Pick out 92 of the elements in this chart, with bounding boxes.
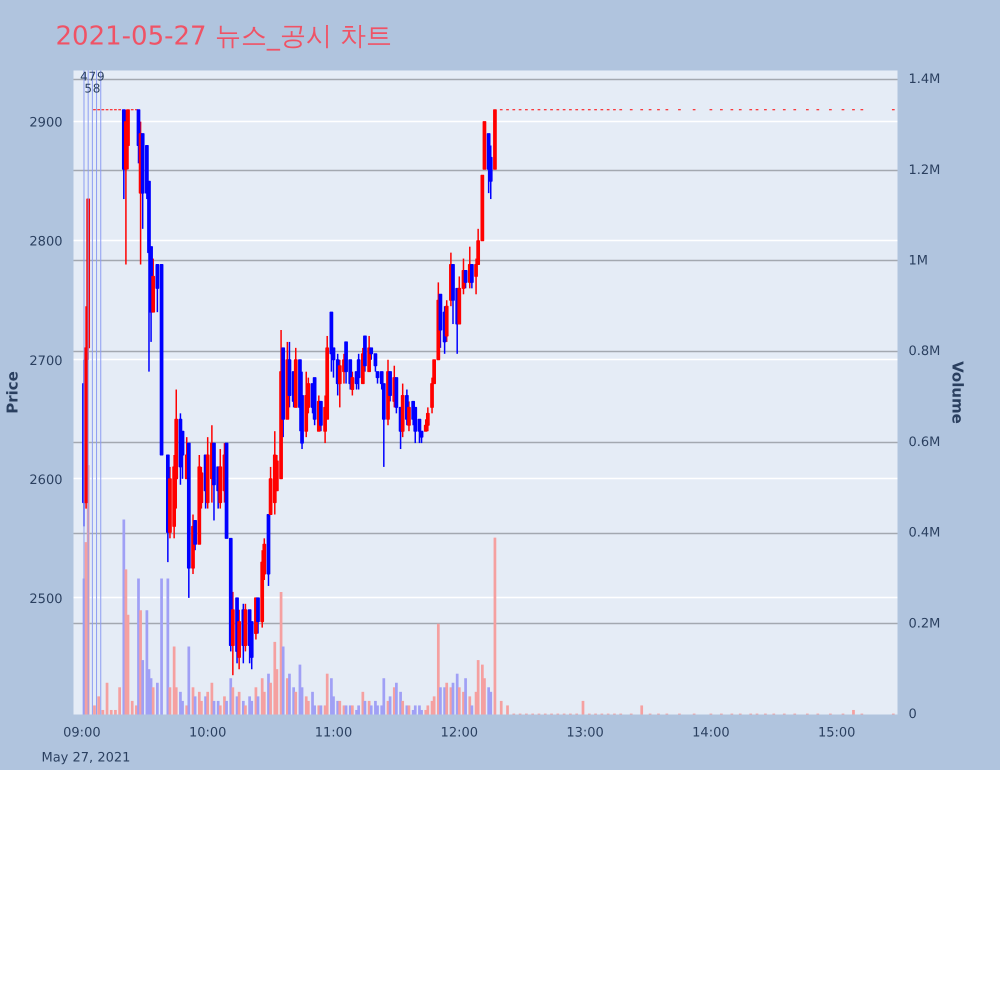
- bar: [236, 696, 238, 714]
- bar: [430, 700, 434, 714]
- bar: [476, 660, 480, 714]
- bar: [355, 710, 358, 714]
- bar: [311, 692, 314, 714]
- bar: [420, 710, 423, 714]
- bar: [139, 610, 142, 714]
- x-axis-title: May 27, 2021: [42, 750, 130, 766]
- bar: [506, 705, 509, 714]
- bar: [357, 705, 360, 714]
- x-tick-label: 14:00: [692, 726, 730, 740]
- ref-line-label: 7: [88, 70, 96, 84]
- bar: [106, 682, 108, 714]
- candlestick: [356, 353, 361, 390]
- bar: [852, 710, 855, 714]
- y-tick-label: 2600: [29, 472, 63, 488]
- candlestick: [319, 400, 323, 432]
- bar: [426, 705, 430, 714]
- candlestick: [426, 406, 430, 432]
- bar: [306, 700, 310, 714]
- y2-tick-label: 0.2M: [908, 616, 940, 632]
- bar: [256, 696, 260, 714]
- y2-tick-label: 1.2M: [908, 162, 940, 178]
- candlestick: [470, 264, 474, 290]
- bar: [470, 705, 474, 714]
- y2-tick-label: 1M: [908, 253, 928, 268]
- bar: [187, 646, 190, 714]
- bar: [382, 678, 386, 714]
- bar: [494, 538, 496, 714]
- bar: [640, 705, 644, 714]
- bar: [364, 700, 366, 714]
- y-tick-label: 2900: [29, 116, 63, 131]
- x-tick-label: 10:00: [188, 726, 226, 740]
- y2-tick-label: 0.8M: [908, 344, 940, 360]
- y2-tick-label: 0: [908, 707, 917, 722]
- y2-tick-label: 0.6M: [908, 434, 940, 450]
- bar: [280, 592, 282, 714]
- x-tick-label: 12:00: [440, 726, 478, 740]
- bar: [118, 687, 121, 714]
- bar: [250, 700, 254, 714]
- x-tick-label: 11:00: [314, 726, 352, 740]
- ref-line-label: 8: [92, 82, 100, 96]
- bar: [445, 682, 448, 714]
- bar: [370, 705, 373, 714]
- y2-tick-label: 0.4M: [908, 526, 940, 541]
- bar: [582, 700, 584, 714]
- bar: [194, 696, 196, 714]
- candlestick: [388, 370, 392, 402]
- candlestick: [407, 400, 411, 432]
- ref-line-label: 5: [84, 82, 92, 96]
- bar: [288, 674, 291, 714]
- bar: [418, 705, 421, 714]
- chart-title: 2021-05-27 뉴스_공시 차트: [56, 22, 392, 52]
- bar: [414, 705, 417, 714]
- bar: [231, 687, 234, 714]
- bar: [376, 705, 379, 714]
- y2-axis-title: Volume: [948, 361, 966, 424]
- bar: [395, 682, 398, 714]
- bar: [294, 692, 298, 714]
- bar: [489, 692, 492, 714]
- bar: [238, 692, 240, 714]
- bar: [97, 696, 100, 714]
- bar: [458, 687, 461, 714]
- x-tick-label: 09:00: [63, 726, 101, 740]
- bar: [500, 700, 503, 714]
- bar: [388, 696, 392, 714]
- bar: [204, 696, 207, 714]
- bar: [326, 674, 329, 714]
- bar: [401, 700, 404, 714]
- bar: [330, 678, 333, 714]
- bar: [212, 700, 216, 714]
- bar: [160, 578, 163, 714]
- ref-line-label: 9: [96, 70, 105, 84]
- y2-tick-label: 1.4M: [908, 72, 940, 88]
- bar: [244, 705, 247, 714]
- candlestick: [256, 597, 260, 634]
- candlestick: [350, 370, 354, 396]
- x-tick-label: 13:00: [566, 726, 604, 740]
- y-tick-label: 2500: [29, 592, 63, 607]
- bar: [439, 687, 442, 714]
- bar: [152, 687, 155, 714]
- ref-line-label: 4: [80, 70, 88, 84]
- y-tick-label: 2800: [29, 234, 63, 250]
- candlestick: [464, 270, 468, 290]
- bar: [320, 705, 322, 714]
- bar: [464, 678, 467, 714]
- x-tick-label: 15:00: [818, 726, 856, 740]
- bar: [298, 664, 302, 714]
- y-axis-title: Price: [3, 371, 22, 414]
- candlestick: [193, 520, 197, 551]
- bar: [282, 646, 285, 714]
- y-tick-label: 2700: [29, 354, 63, 369]
